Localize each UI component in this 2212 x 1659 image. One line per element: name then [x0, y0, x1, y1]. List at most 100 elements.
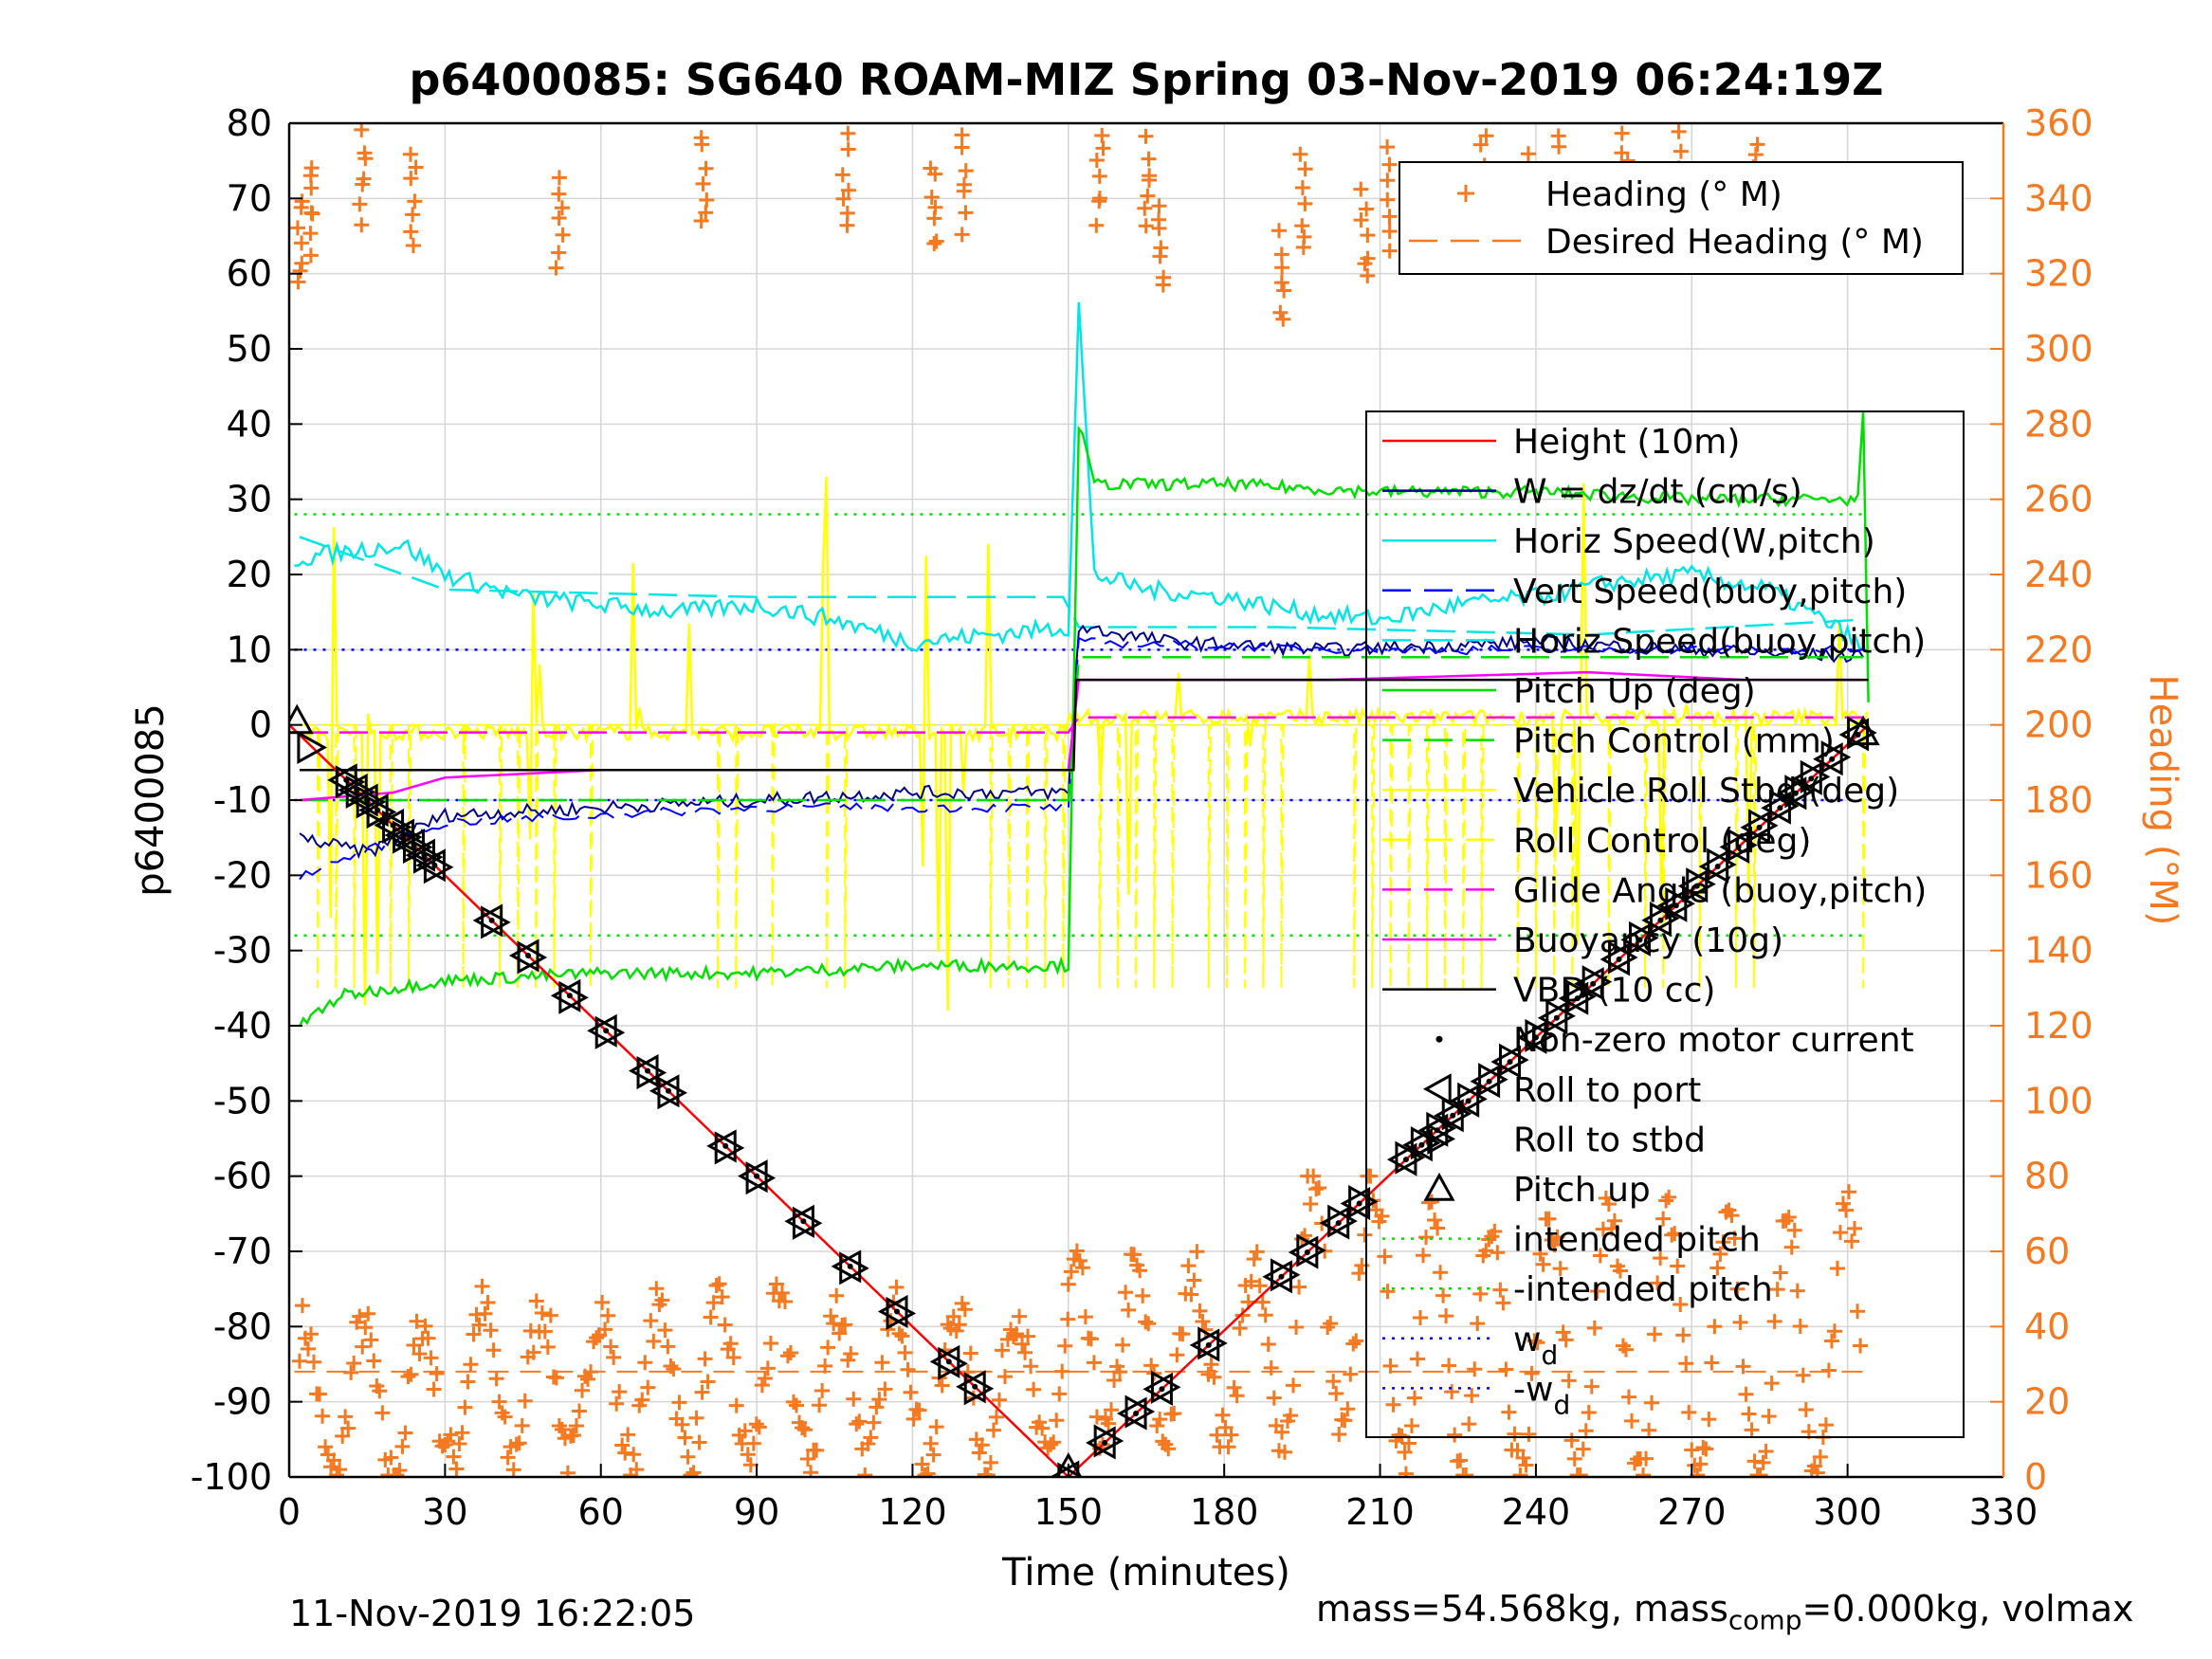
x-tick-label: 60 [578, 1491, 624, 1533]
roll-to-stbd-marker [481, 905, 511, 939]
roll-to-stbd-marker [1800, 759, 1831, 793]
heading-point [666, 1361, 682, 1377]
roll-to-port-marker [472, 903, 503, 938]
motor-current-dot [1636, 937, 1643, 943]
heading-point [408, 159, 424, 175]
heading-point [1137, 200, 1153, 216]
heading-point [737, 1423, 753, 1439]
heading-point [1778, 1212, 1794, 1229]
roll-to-stbd-marker [1747, 809, 1779, 843]
heading-point [1749, 137, 1765, 153]
motor-current-dot [1673, 902, 1679, 909]
roll-to-stbd-marker [1608, 940, 1638, 975]
heading-point [1555, 1324, 1571, 1340]
heading-point [1792, 1318, 1808, 1334]
heading-point [1266, 1390, 1282, 1406]
heading-point [725, 1349, 741, 1365]
y-tick-label-left: 70 [227, 177, 272, 219]
heading-point [991, 1392, 1007, 1408]
legend-heading-box [1398, 161, 1964, 275]
heading-point [1829, 1260, 1845, 1276]
heading-point [1169, 1347, 1185, 1363]
heading-point [1515, 1449, 1531, 1466]
heading-point [795, 1420, 811, 1436]
heading-point [474, 1278, 490, 1294]
roll-to-stbd-marker [1847, 716, 1877, 750]
heading-point [620, 1427, 636, 1443]
heading-point [303, 180, 320, 196]
heading-point [1618, 1341, 1634, 1358]
heading-point [1647, 1326, 1663, 1342]
motor-current-dot [645, 1067, 651, 1074]
heading-point [1847, 1220, 1863, 1236]
heading-point [1180, 1258, 1197, 1274]
heading-point [1223, 1427, 1239, 1443]
motor-current-dot [1159, 1386, 1165, 1393]
roll-to-port-marker [1143, 1372, 1173, 1406]
heading-point [1478, 1243, 1494, 1259]
y-tick-label-right: 320 [2024, 253, 2093, 295]
heading-point [357, 151, 374, 167]
heading-point [1709, 1260, 1726, 1276]
heading-point [711, 1276, 727, 1292]
heading-point [748, 1416, 764, 1432]
roll-to-port-marker [877, 1294, 908, 1329]
heading-point [1692, 1456, 1709, 1472]
heading-point [900, 1361, 916, 1377]
heading-point [897, 1344, 913, 1360]
motor-current-dot [566, 993, 573, 999]
heading-point [677, 1430, 693, 1446]
heading-point [1359, 201, 1375, 217]
motor-current-dot [1553, 1014, 1560, 1021]
roll-marker [297, 730, 328, 765]
roll-to-port-marker [1600, 942, 1631, 976]
heading-point [996, 1369, 1013, 1385]
heading-point [923, 1435, 939, 1451]
heading-point [1832, 1225, 1848, 1241]
heading-point [505, 1462, 521, 1477]
x-tick-label: 0 [278, 1491, 301, 1533]
y-tick-label-right: 20 [2024, 1381, 2070, 1423]
roll-to-stbd-marker [335, 765, 366, 799]
heading-point [326, 1452, 342, 1468]
heading-point [1758, 1443, 1774, 1459]
heading-point [1274, 260, 1290, 276]
heading-point [1592, 1248, 1608, 1264]
heading-point [1783, 1239, 1800, 1255]
heading-point [1325, 1374, 1342, 1390]
legend-heading-label: Desired Heading (° M) [1545, 223, 1924, 262]
legend-main-label: Glide Angle (buoy,pitch) [1513, 871, 1927, 910]
heading-point [954, 227, 970, 243]
roll-to-stbd-marker [1441, 1097, 1472, 1131]
x-tick-label: 90 [734, 1491, 779, 1533]
heading-point [555, 227, 571, 243]
y-tick-label-right: 260 [2024, 479, 2093, 520]
motor-current-dot [1808, 775, 1815, 782]
motor-current-dot [1590, 980, 1597, 987]
heading-point [1377, 1249, 1393, 1265]
heading-point [1403, 1417, 1419, 1433]
heading-point [722, 1336, 739, 1352]
heading-point [1636, 1468, 1652, 1477]
y-tick-label-left: -70 [213, 1231, 272, 1272]
heading-point [928, 1419, 944, 1435]
roll-to-stbd-marker [1348, 1184, 1379, 1219]
heading-point [1274, 1424, 1289, 1440]
y-tick-label-left: -50 [213, 1080, 272, 1121]
heading-point [1520, 146, 1536, 162]
legend-swatch [1422, 1073, 1452, 1105]
motor-current-dot [1714, 864, 1721, 870]
heading-point [1818, 1417, 1834, 1433]
x-tick-label: 270 [1657, 1491, 1727, 1533]
heading-point [1294, 218, 1310, 234]
heading-point [971, 1445, 987, 1461]
heading-point [551, 245, 567, 261]
legend-main-box [1365, 410, 1965, 1438]
x-tick-label: 180 [1190, 1491, 1259, 1533]
roll-to-stbd-marker [402, 830, 433, 865]
heading-point [1581, 1404, 1597, 1420]
legend-main-label: Roll to port [1513, 1071, 1701, 1110]
heading-point [571, 1403, 587, 1419]
heading-point [1381, 209, 1398, 225]
heading-point [405, 238, 421, 254]
